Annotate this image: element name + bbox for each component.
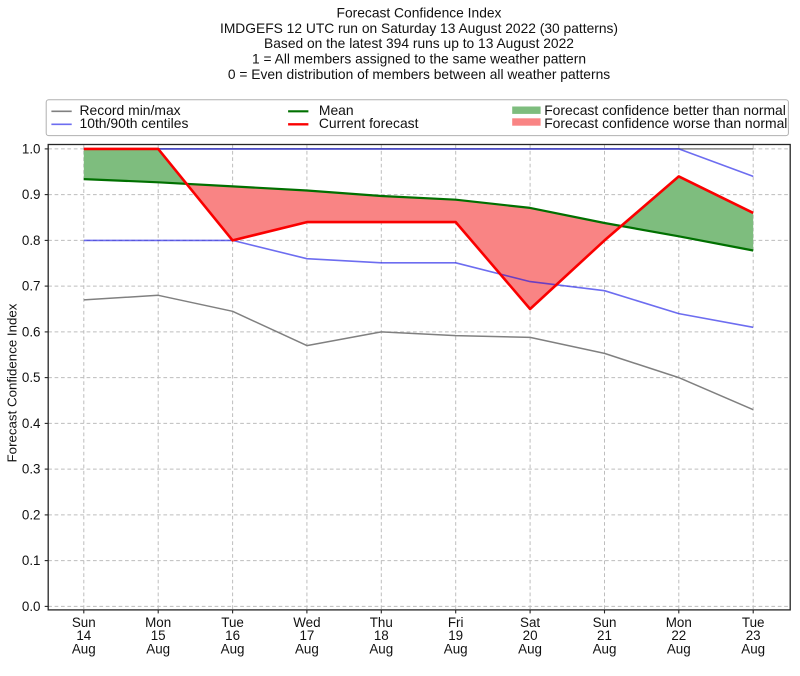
svg-text:0.7: 0.7 <box>22 279 41 294</box>
svg-text:Record min/max: Record min/max <box>80 102 181 118</box>
svg-text:Tue: Tue <box>221 615 244 630</box>
svg-text:Mon: Mon <box>145 615 171 630</box>
svg-text:Sun: Sun <box>72 615 96 630</box>
svg-text:Current forecast: Current forecast <box>319 115 419 131</box>
svg-text:Tue: Tue <box>742 615 765 630</box>
svg-text:0.5: 0.5 <box>22 370 41 385</box>
svg-text:Aug: Aug <box>667 641 691 656</box>
svg-text:IMDGEFS 12 UTC run on Saturday: IMDGEFS 12 UTC run on Saturday 13 August… <box>220 21 618 36</box>
svg-text:0.4: 0.4 <box>22 416 41 431</box>
svg-text:14: 14 <box>76 628 91 643</box>
svg-text:23: 23 <box>746 628 761 643</box>
svg-text:Aug: Aug <box>518 641 542 656</box>
svg-text:Forecast Confidence Index: Forecast Confidence Index <box>337 5 502 20</box>
svg-text:Forecast Confidence Index: Forecast Confidence Index <box>5 303 20 462</box>
svg-text:0.8: 0.8 <box>22 233 41 248</box>
svg-text:Aug: Aug <box>593 641 617 656</box>
svg-text:1.0: 1.0 <box>22 141 41 156</box>
svg-text:1 = All members assigned to th: 1 = All members assigned to the same wea… <box>252 51 586 66</box>
svg-text:Thu: Thu <box>370 615 393 630</box>
svg-text:0.6: 0.6 <box>22 324 41 339</box>
svg-text:20: 20 <box>523 628 538 643</box>
svg-text:Sat: Sat <box>520 615 540 630</box>
svg-text:0.0: 0.0 <box>22 599 41 614</box>
svg-text:18: 18 <box>374 628 389 643</box>
svg-text:Aug: Aug <box>369 641 393 656</box>
svg-text:0 = Even distribution of membe: 0 = Even distribution of members between… <box>228 67 610 82</box>
svg-text:16: 16 <box>225 628 240 643</box>
svg-text:15: 15 <box>151 628 166 643</box>
svg-text:Fri: Fri <box>448 615 464 630</box>
svg-text:0.2: 0.2 <box>22 507 41 522</box>
svg-text:19: 19 <box>448 628 463 643</box>
svg-text:Aug: Aug <box>221 641 245 656</box>
svg-text:Aug: Aug <box>72 641 96 656</box>
svg-text:Aug: Aug <box>146 641 170 656</box>
svg-text:Wed: Wed <box>293 615 320 630</box>
svg-text:0.9: 0.9 <box>22 187 41 202</box>
svg-text:Aug: Aug <box>444 641 468 656</box>
svg-text:0.1: 0.1 <box>22 553 41 568</box>
svg-text:Forecast confidence worse than: Forecast confidence worse than normal <box>544 115 787 131</box>
svg-text:Based on the latest 394 runs u: Based on the latest 394 runs up to 13 Au… <box>264 36 574 51</box>
svg-text:22: 22 <box>671 628 686 643</box>
svg-text:Mon: Mon <box>666 615 692 630</box>
svg-text:0.3: 0.3 <box>22 462 41 477</box>
svg-text:Forecast confidence better tha: Forecast confidence better than normal <box>544 102 786 118</box>
svg-text:Mean: Mean <box>319 102 354 118</box>
svg-text:Aug: Aug <box>741 641 765 656</box>
svg-text:Sun: Sun <box>593 615 617 630</box>
svg-text:10th/90th centiles: 10th/90th centiles <box>80 115 189 131</box>
svg-text:17: 17 <box>299 628 314 643</box>
svg-text:21: 21 <box>597 628 612 643</box>
svg-text:Aug: Aug <box>295 641 319 656</box>
